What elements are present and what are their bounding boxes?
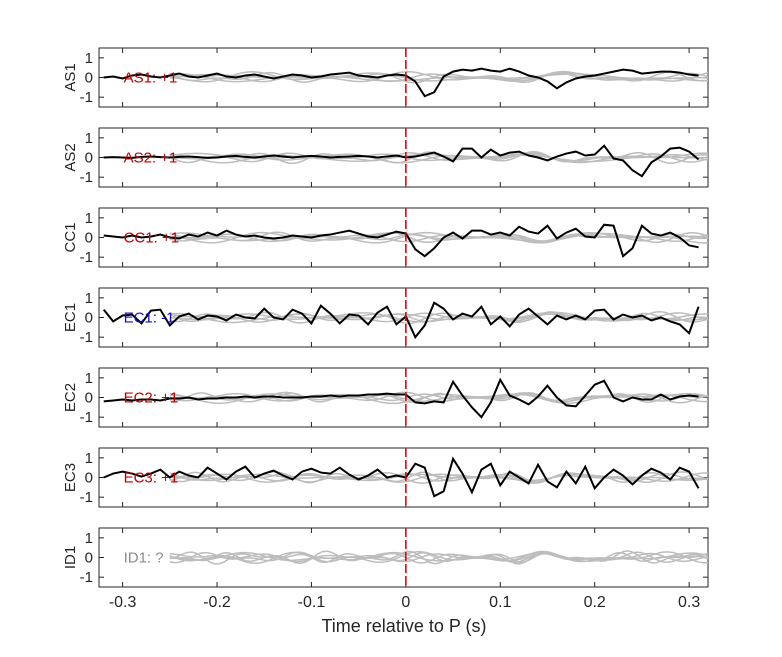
y-tick-label: -1 bbox=[80, 249, 93, 266]
traces bbox=[103, 144, 708, 178]
x-tick-label: -0.3 bbox=[109, 594, 137, 611]
station-label: ID1 bbox=[62, 546, 79, 569]
x-tick-label: 0.2 bbox=[584, 594, 606, 611]
trace-ec3 bbox=[103, 456, 700, 498]
y-tick-label: 0 bbox=[85, 310, 93, 327]
x-tick-label: 0 bbox=[401, 594, 410, 611]
station-label: CC1 bbox=[62, 222, 79, 252]
station-label: AS1 bbox=[62, 63, 79, 91]
y-tick-label: -1 bbox=[80, 329, 93, 346]
polarity-label: AS1: +1 bbox=[124, 70, 178, 87]
x-tick-label: 0.3 bbox=[678, 594, 700, 611]
traces bbox=[103, 377, 708, 419]
trace-as1 bbox=[103, 67, 699, 98]
x-tick-label: -0.1 bbox=[298, 594, 326, 611]
station-label: EC3 bbox=[62, 463, 79, 492]
y-tick-label: 0 bbox=[85, 470, 93, 487]
traces bbox=[169, 550, 708, 565]
trace-cc1 bbox=[103, 223, 699, 258]
background-trace bbox=[169, 551, 708, 564]
y-tick-label: -1 bbox=[80, 409, 93, 426]
polarity-label: ID1: ? bbox=[124, 550, 164, 567]
polarity-label: EC2: +1 bbox=[124, 390, 179, 407]
x-tick-label: -0.2 bbox=[203, 594, 231, 611]
y-tick-label: 1 bbox=[85, 450, 93, 467]
y-tick-label: 0 bbox=[85, 70, 93, 87]
background-trace bbox=[169, 71, 708, 84]
polarity-label: EC3: +1 bbox=[124, 470, 179, 487]
trace-ec1 bbox=[102, 301, 700, 340]
background-trace bbox=[169, 471, 708, 484]
station-label: EC2 bbox=[62, 383, 79, 412]
y-tick-label: 0 bbox=[85, 390, 93, 407]
background-trace bbox=[169, 233, 708, 243]
polarity-label: EC1: -1 bbox=[124, 310, 175, 327]
traces bbox=[103, 456, 708, 498]
y-tick-label: 1 bbox=[85, 370, 93, 387]
y-tick-label: -1 bbox=[80, 169, 93, 186]
station-label: AS2 bbox=[62, 143, 79, 171]
polarity-label: AS2: +1 bbox=[124, 150, 178, 167]
traces bbox=[103, 67, 708, 98]
polarity-label: CC1: +1 bbox=[124, 230, 179, 247]
background-trace bbox=[169, 393, 708, 402]
station-label: EC1 bbox=[62, 303, 79, 332]
y-tick-label: 0 bbox=[85, 550, 93, 567]
y-tick-label: -1 bbox=[80, 89, 93, 106]
background-trace bbox=[169, 550, 708, 565]
trace-ec2 bbox=[103, 377, 699, 419]
y-tick-label: 1 bbox=[85, 130, 93, 147]
y-tick-label: 1 bbox=[85, 50, 93, 67]
y-tick-label: -1 bbox=[80, 569, 93, 586]
y-tick-label: -1 bbox=[80, 489, 93, 506]
x-tick-label: 0.1 bbox=[489, 594, 511, 611]
background-trace bbox=[169, 70, 708, 83]
traces bbox=[103, 223, 708, 258]
y-tick-label: 0 bbox=[85, 230, 93, 247]
y-tick-label: 0 bbox=[85, 150, 93, 167]
trace-as2 bbox=[103, 144, 700, 178]
traces bbox=[102, 301, 708, 340]
y-tick-label: 1 bbox=[85, 530, 93, 547]
x-axis-label: Time relative to P (s) bbox=[321, 616, 486, 636]
y-tick-label: 1 bbox=[85, 290, 93, 307]
y-tick-label: 1 bbox=[85, 210, 93, 227]
background-trace bbox=[169, 392, 708, 403]
background-trace bbox=[169, 312, 708, 323]
